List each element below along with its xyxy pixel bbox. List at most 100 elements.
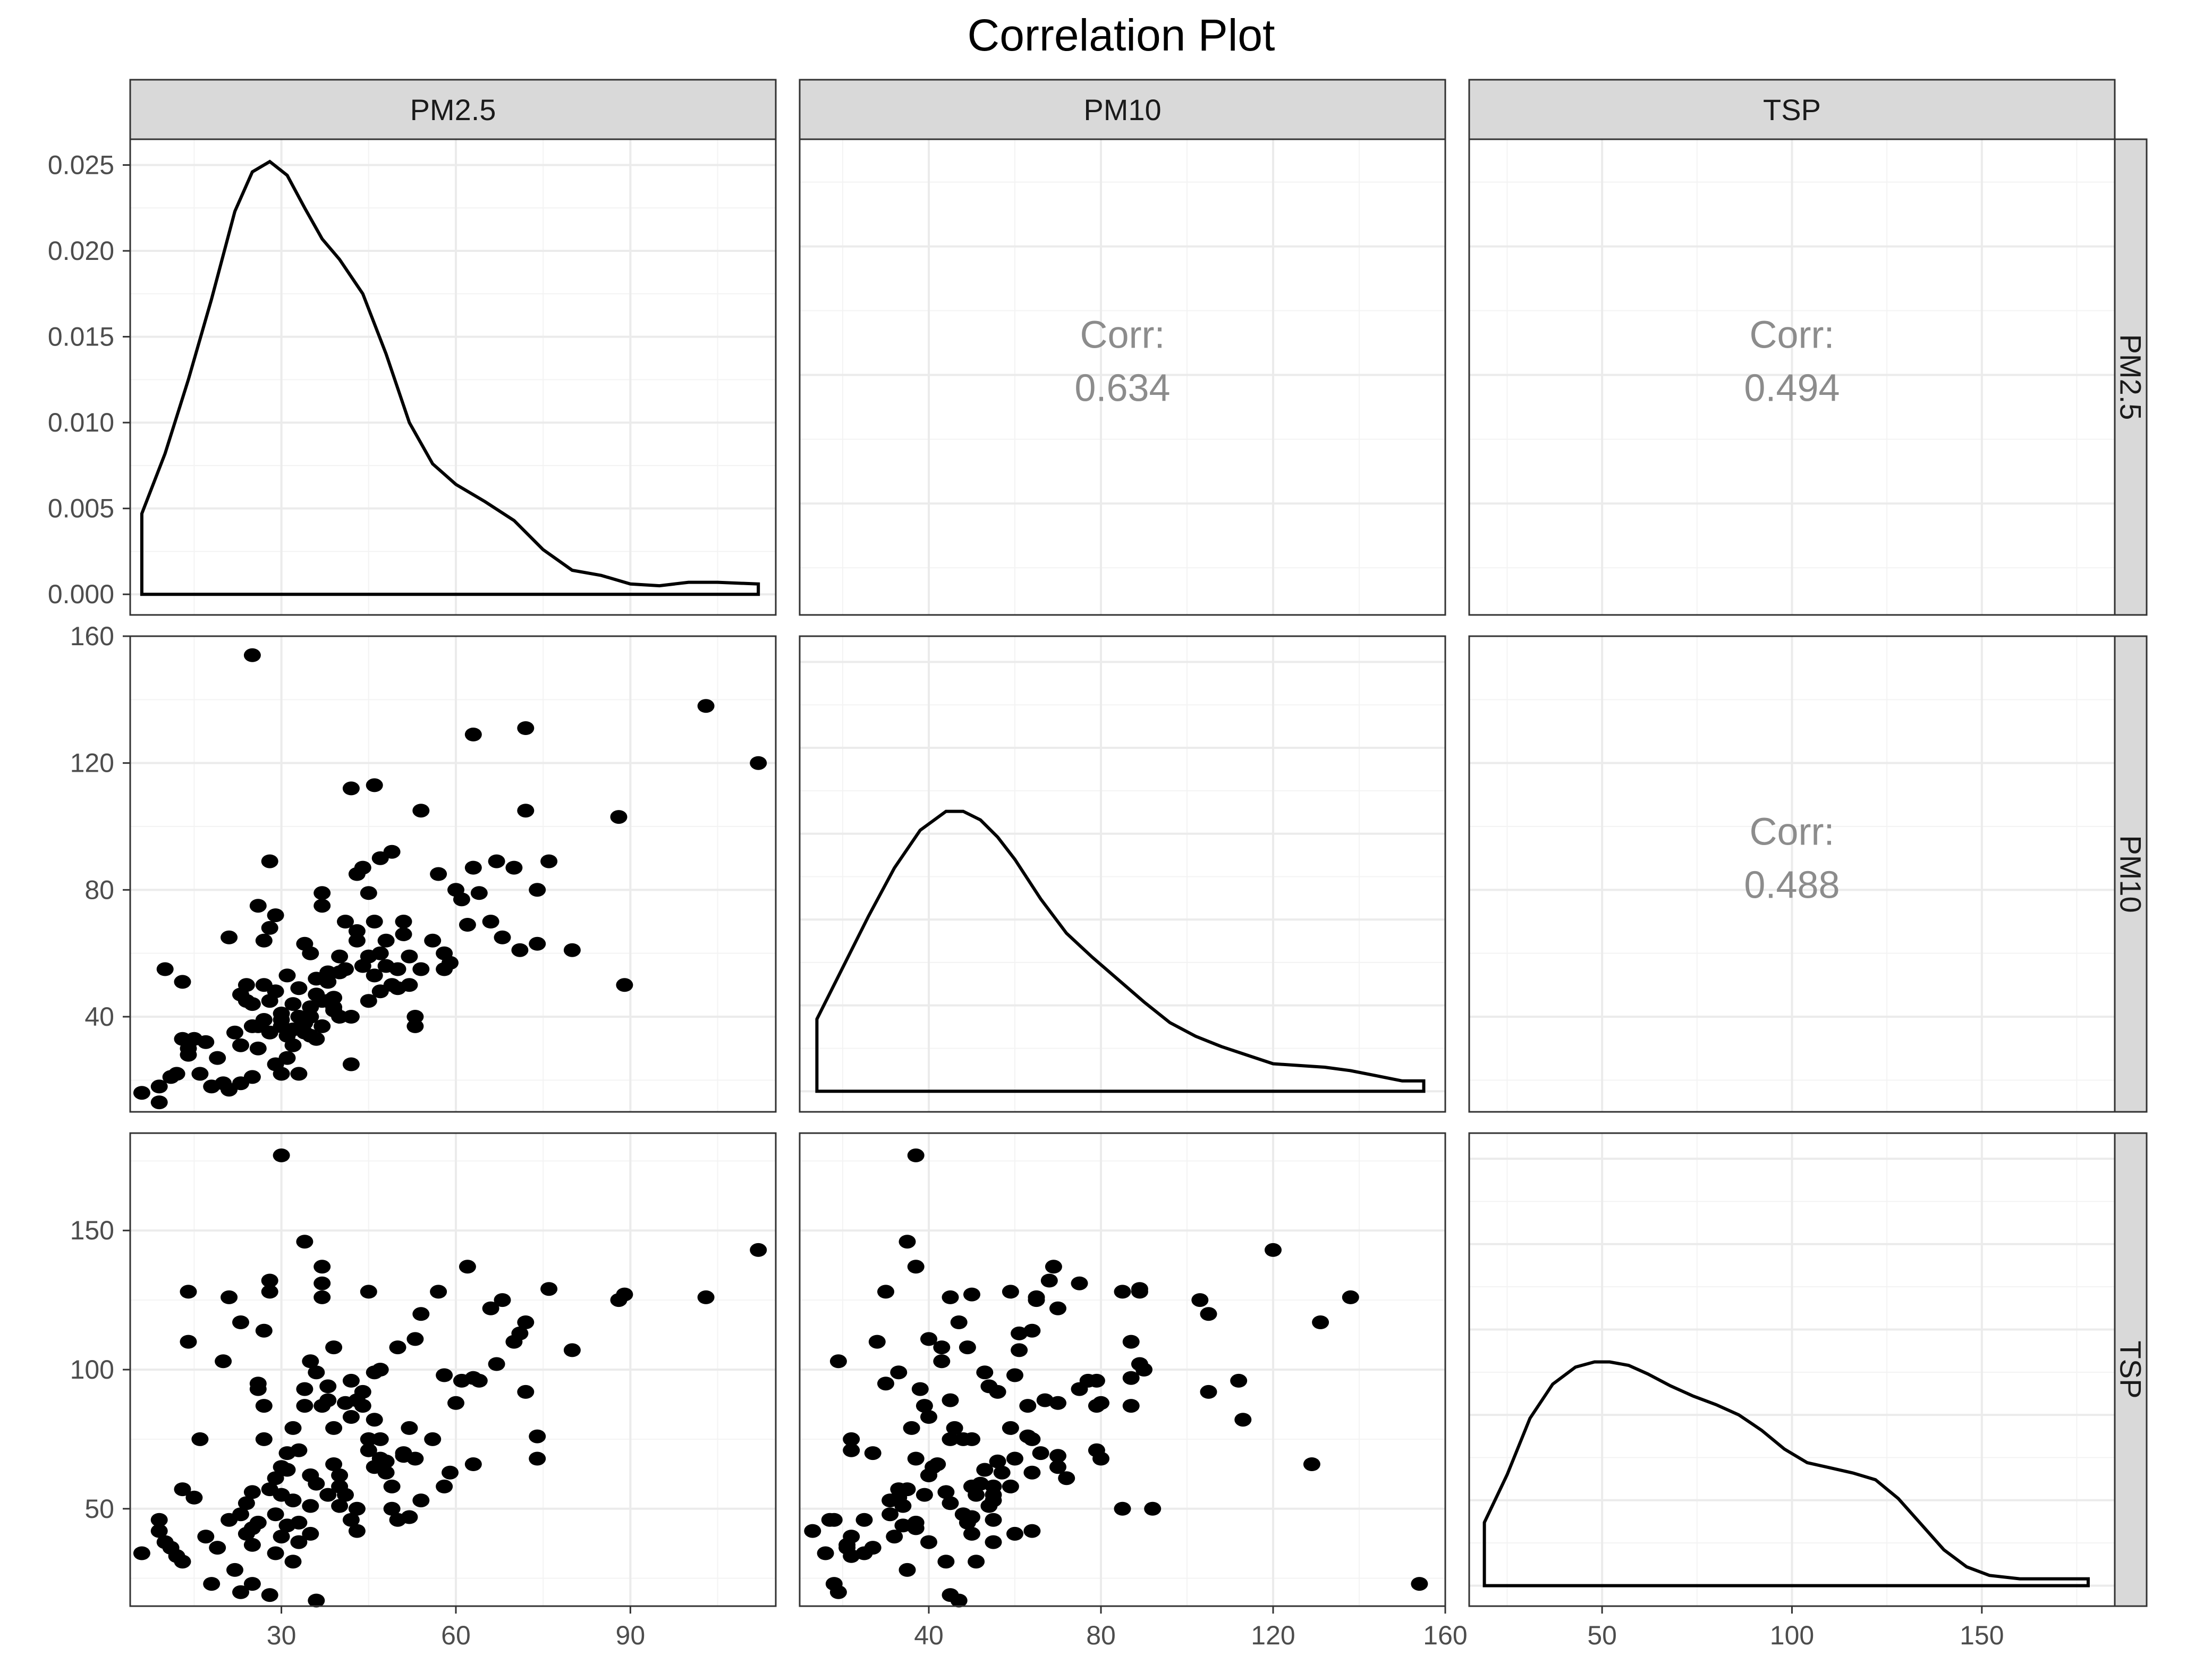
y-axis-tick-label: 50: [84, 1494, 114, 1524]
scatter-point: [886, 1530, 903, 1544]
scatter-point: [377, 1454, 395, 1468]
scatter-point: [1049, 1301, 1066, 1315]
scatter-point: [1265, 1243, 1282, 1257]
scatter-point: [920, 1410, 937, 1424]
scatter-point: [1191, 1293, 1209, 1307]
scatter-point: [517, 804, 535, 818]
scatter-point: [243, 1577, 261, 1591]
scatter-point: [442, 1465, 459, 1480]
scatter-point: [1058, 1471, 1075, 1485]
scatter-point: [383, 845, 401, 859]
x-axis-tick-label: 150: [1960, 1620, 2004, 1650]
scatter-point: [319, 1488, 337, 1502]
scatter-point: [954, 1432, 972, 1446]
y-axis-tick-label: 150: [70, 1215, 114, 1245]
scatter-point: [319, 975, 337, 989]
scatter-point: [342, 1010, 360, 1024]
scatter-point: [1234, 1413, 1252, 1427]
scatter-point: [180, 1048, 197, 1062]
scatter-point: [168, 1067, 185, 1081]
scatter-point: [1032, 1446, 1049, 1461]
scatter-point: [985, 1513, 1002, 1527]
scatter-point: [511, 943, 529, 957]
scatter-point: [933, 1340, 951, 1355]
scatter-point: [273, 1067, 290, 1081]
scatter-point: [459, 1260, 476, 1274]
scatter-point: [894, 1499, 912, 1513]
scatter-point: [517, 721, 535, 735]
scatter-point: [750, 1243, 767, 1257]
scatter-point: [430, 1285, 447, 1299]
scatter-point: [877, 1285, 894, 1299]
scatter-point: [174, 1482, 191, 1497]
strip-top-pm25: [129, 79, 777, 140]
density-curve-tsp: [1482, 1360, 2090, 1588]
scatter-point: [238, 1496, 255, 1510]
scatter-point: [226, 1563, 243, 1577]
scatter-point: [616, 1287, 633, 1302]
scatter-point: [855, 1546, 873, 1560]
corr-value: 0.634: [1074, 367, 1170, 410]
scatter-point: [963, 1479, 980, 1493]
strip-top-label-pm10: PM10: [1083, 93, 1161, 126]
scatter-point: [1303, 1457, 1320, 1471]
scatter-point: [348, 924, 366, 938]
scatter-point: [273, 1007, 290, 1020]
scatter-point: [453, 892, 470, 907]
scatter-point: [963, 1510, 980, 1524]
scatter-point: [412, 1307, 430, 1321]
scatter-point: [1019, 1429, 1037, 1443]
scatter-point: [843, 1530, 860, 1544]
scatter-point: [255, 1432, 273, 1446]
panel-pm10-pm10-border: [799, 635, 1446, 1113]
scatter-point: [191, 1067, 209, 1081]
scatter-point: [890, 1365, 908, 1380]
scatter-point: [308, 1593, 325, 1608]
scatter-point: [989, 1454, 1006, 1468]
strip-top-label-pm25: PM2.5: [410, 93, 496, 126]
scatter-point: [360, 886, 377, 900]
scatter-point: [899, 1482, 916, 1497]
strip-right-label-tsp: TSP: [2114, 1341, 2148, 1399]
scatter-point: [929, 1457, 946, 1471]
scatter-point: [319, 965, 337, 980]
scatter-point: [243, 1485, 261, 1499]
scatter-point: [261, 1285, 278, 1299]
panels-layer: Corr: 0.634 Corr: 0.494 Corr: 0.488: [129, 138, 2116, 1608]
scatter-point: [697, 699, 715, 713]
strip-right-label-pm10: PM10: [2114, 835, 2148, 913]
scatter-point: [319, 1379, 337, 1394]
panel-pm25-tsp: Corr: 0.494: [1468, 138, 2116, 616]
scatter-point: [899, 1563, 916, 1577]
scatter-point: [406, 1332, 424, 1346]
scatter-point: [864, 1446, 882, 1461]
scatter-point: [290, 1515, 308, 1530]
scatter-point: [203, 1577, 221, 1591]
scatter-point: [920, 1468, 937, 1482]
scatter-point: [985, 1535, 1002, 1549]
scatter-point: [610, 810, 628, 824]
scatter-point: [243, 648, 261, 662]
scatter-point: [313, 899, 331, 913]
scatter-point: [804, 1524, 821, 1538]
scatter-point: [937, 1555, 955, 1569]
scatter-point: [436, 1368, 453, 1382]
scatter-point: [284, 1555, 302, 1569]
scatter-point: [284, 1038, 302, 1052]
scatter-point: [406, 1019, 424, 1033]
scatter-point: [197, 1530, 215, 1544]
scatter-point: [401, 978, 418, 992]
scatter-point: [1006, 1451, 1023, 1466]
scatter-point: [313, 1019, 331, 1033]
panel-pm25-pm25-background: [130, 139, 776, 615]
scatter-point: [348, 933, 366, 948]
scatter-point: [907, 1451, 925, 1466]
scatter-point: [354, 1385, 371, 1399]
scatter-point: [150, 1095, 168, 1110]
panel-pm10-pm25-background: [130, 636, 776, 1112]
scatter-point: [174, 1555, 191, 1569]
x-axis-tick-label: 100: [1770, 1620, 1814, 1650]
scatter-point: [540, 1282, 558, 1296]
scatter-point: [337, 962, 354, 976]
